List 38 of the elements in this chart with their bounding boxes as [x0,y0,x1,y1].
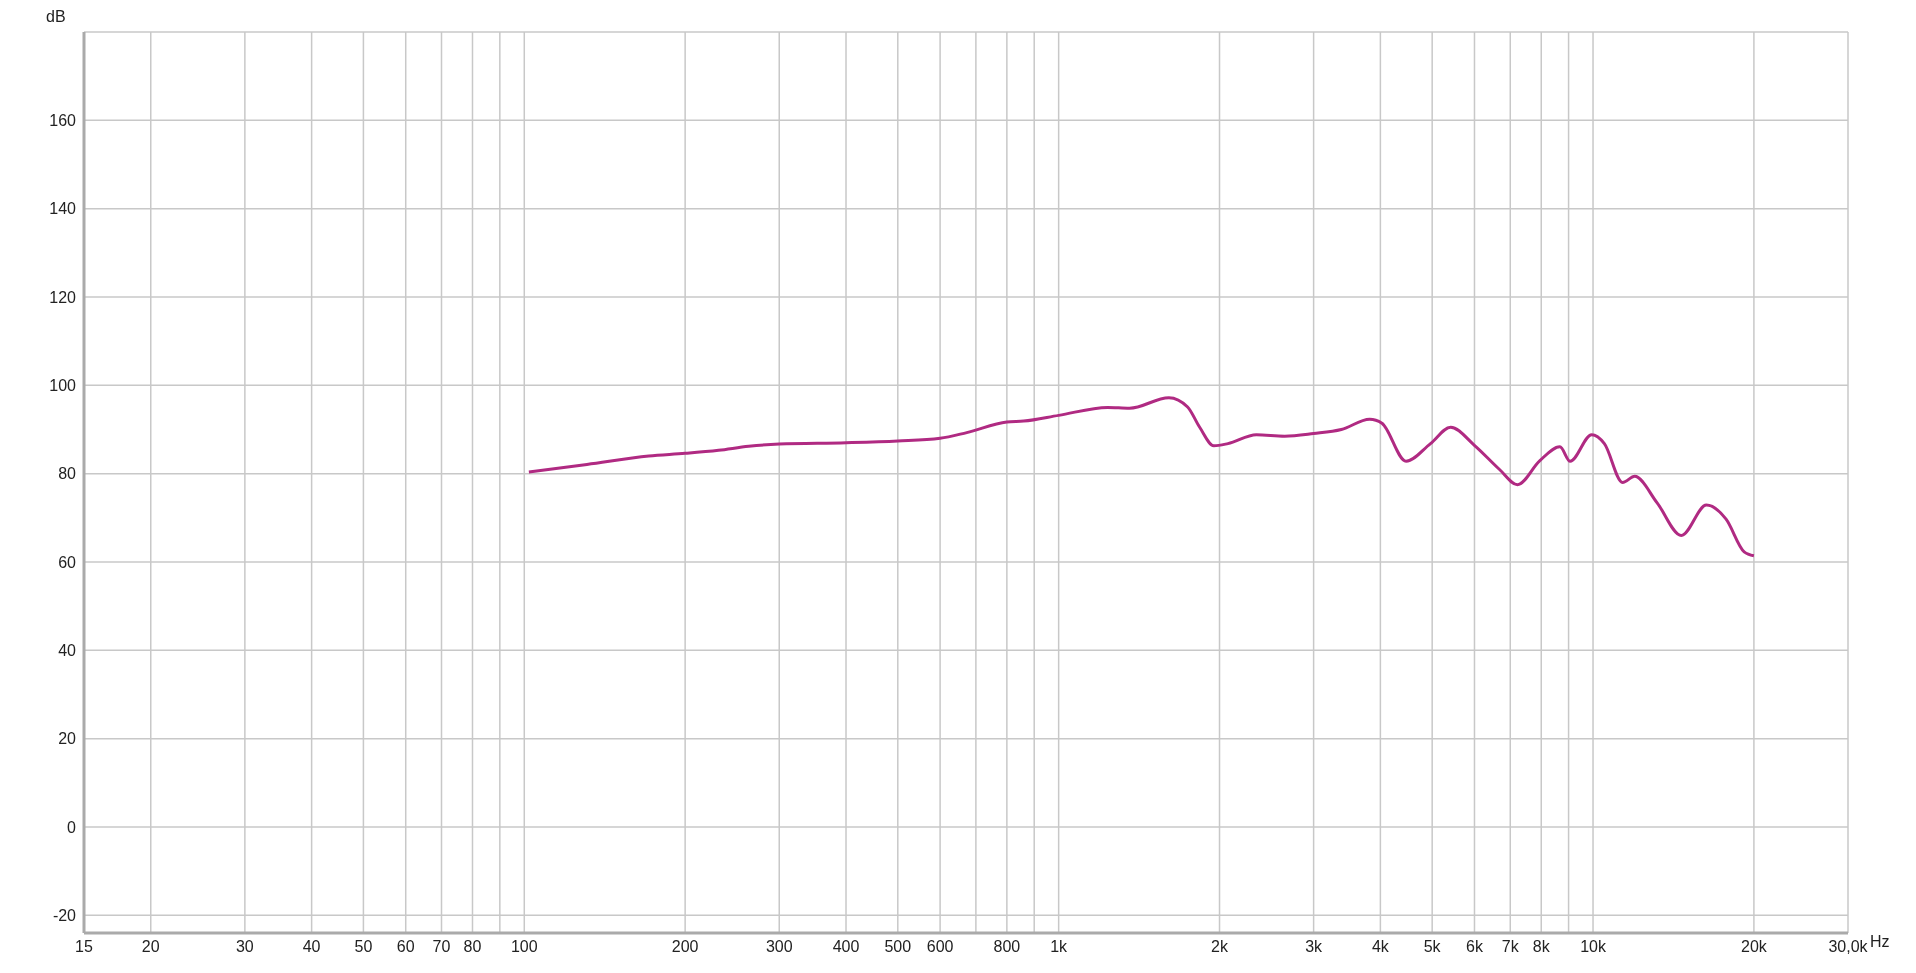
x-tick-label: 7k [1501,938,1520,956]
y-tick-label: 100 [49,377,77,395]
x-tick-label: 3k [1305,938,1324,956]
x-tick-label: 20 [141,938,160,956]
x-tick-label: 60 [396,938,415,956]
x-tick-label: 70 [432,938,451,956]
x-tick-label: 30,0k [1828,938,1869,956]
x-tick-label: 15 [75,938,93,956]
y-tick-label: 20 [58,730,77,748]
x-tick-label: 50 [354,938,373,956]
y-tick-label: 0 [67,818,77,836]
y-axis-title: dB [46,8,66,26]
y-tick-label: 80 [58,465,77,483]
y-tick-label: 140 [49,200,77,218]
x-tick-label: 800 [993,938,1021,956]
x-tick-label: 4k [1371,938,1390,956]
y-tick-label: 40 [58,642,77,660]
y-tick-label: 120 [49,288,77,306]
x-tick-label: 2k [1211,938,1229,956]
x-tick-label: 1k [1050,938,1069,956]
x-tick-label: 40 [302,938,321,956]
y-tick-label: 60 [58,553,77,571]
x-tick-label: 200 [671,938,699,956]
x-axis-title: Hz [1870,933,1890,951]
x-tick-label: 100 [510,938,538,956]
x-tick-label: 6k [1466,938,1484,956]
x-tick-label: 80 [463,938,482,956]
x-tick-label: 10k [1580,938,1607,956]
x-tick-label: 5k [1423,938,1442,956]
x-tick-label: 600 [926,938,954,956]
x-tick-label: 20k [1741,938,1768,956]
x-tick-label: 500 [884,938,912,956]
x-tick-label: 300 [765,938,793,956]
x-tick-label: 400 [832,938,860,956]
x-tick-label: 8k [1532,938,1551,956]
x-tick-label: 30 [235,938,254,956]
y-tick-label: 160 [49,112,77,130]
y-tick-label: -20 [52,907,77,925]
